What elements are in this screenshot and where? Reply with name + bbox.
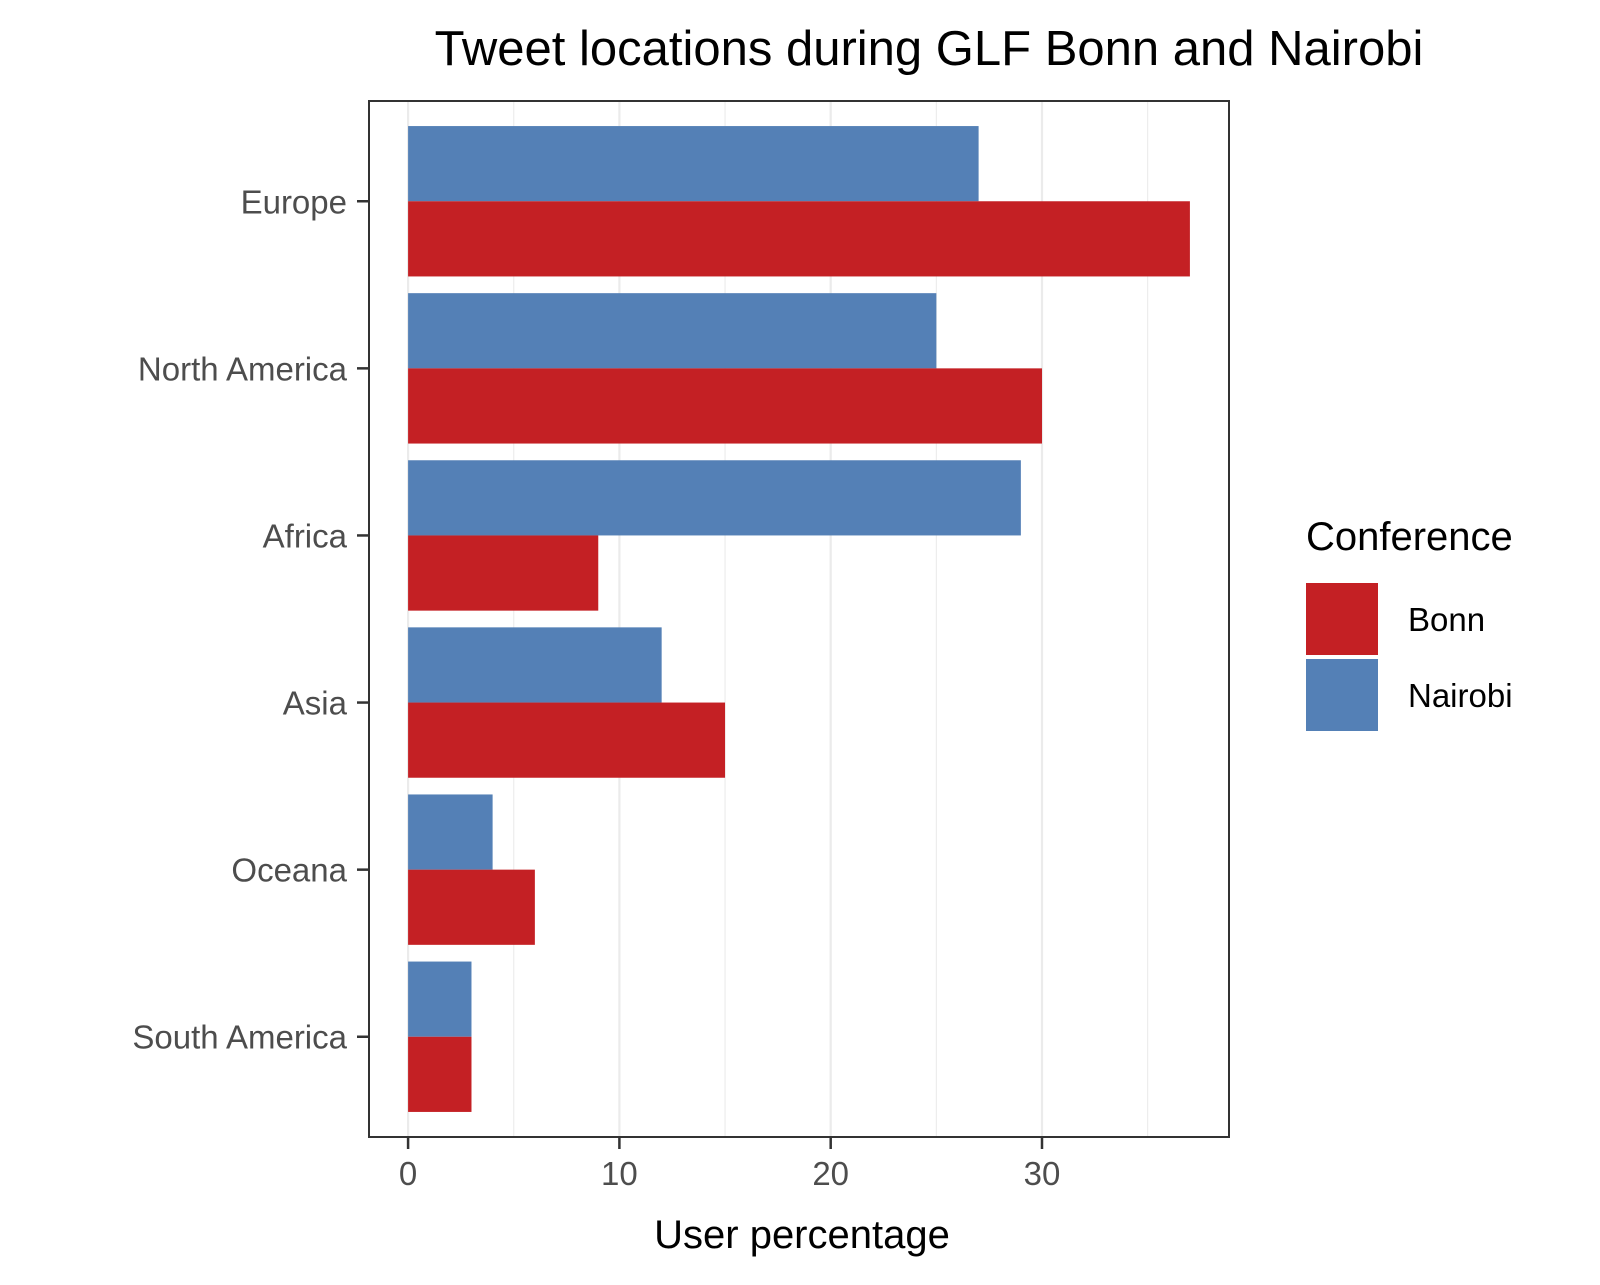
- bar-bonn-south-america: [408, 1036, 472, 1112]
- chart-title: Tweet locations during GLF Bonn and Nair…: [435, 22, 1424, 76]
- legend-label-nairobi: Nairobi: [1408, 677, 1513, 714]
- y-tick-label: Asia: [283, 685, 348, 722]
- y-tick-label: South America: [132, 1019, 347, 1056]
- x-tick-label: 10: [601, 1155, 638, 1192]
- panel-border: [368, 100, 1230, 1138]
- legend-title: Conference: [1306, 515, 1513, 559]
- bar-bonn-europe: [408, 201, 1190, 277]
- x-tick-label: 30: [1024, 1155, 1061, 1192]
- legend-key-nairobi: [1306, 659, 1378, 731]
- plot-area: Europe North America Africa Asia Oceana South…: [132, 100, 1230, 1192]
- bar-nairobi-south-america: [408, 961, 472, 1037]
- bar-bonn-oceana: [408, 869, 535, 945]
- y-tick-label: Africa: [263, 517, 348, 554]
- y-tick-label: Oceana: [231, 852, 347, 889]
- legend-label-bonn: Bonn: [1408, 601, 1485, 638]
- bar-nairobi-europe: [408, 126, 979, 202]
- bar-nairobi-asia: [408, 627, 662, 703]
- legend-key-bonn: [1306, 583, 1378, 655]
- bar-nairobi-africa: [408, 460, 1021, 536]
- legend: Conference Bonn Nairobi: [1306, 515, 1513, 731]
- bar-nairobi-oceana: [408, 794, 493, 870]
- x-tick-label: 0: [399, 1155, 417, 1192]
- bar-bonn-africa: [408, 535, 599, 611]
- bar-bonn-north-america: [408, 368, 1042, 444]
- x-tick-label: 20: [812, 1155, 849, 1192]
- bar-bonn-asia: [408, 702, 726, 778]
- x-axis-title: User percentage: [654, 1213, 950, 1257]
- y-tick-label: North America: [138, 350, 348, 387]
- bar-nairobi-north-america: [408, 293, 937, 369]
- y-tick-label: Europe: [241, 183, 347, 220]
